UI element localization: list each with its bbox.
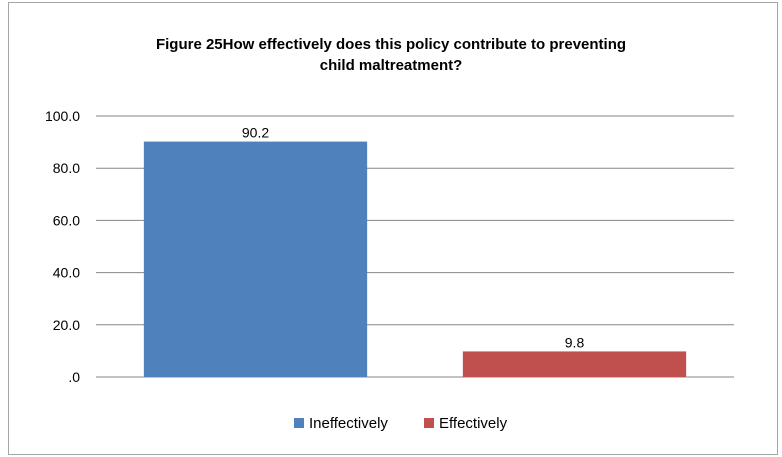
- chart-frame: [8, 2, 778, 455]
- bar: [462, 351, 687, 377]
- legend-swatch: [424, 418, 434, 428]
- legend-entry: Effectively: [439, 415, 508, 432]
- legend-entry: Ineffectively: [309, 415, 388, 432]
- y-tick-label: 40.0: [53, 265, 80, 281]
- y-tick-label: .0: [68, 369, 80, 385]
- legend-swatch: [294, 418, 304, 428]
- chart-title-line-2: child maltreatment?: [319, 57, 463, 74]
- data-label: 90.2: [242, 125, 269, 141]
- y-tick-label: 80.0: [53, 160, 80, 176]
- y-tick-label: 60.0: [53, 212, 80, 228]
- chart-title: Figure 25How effectively does this polic…: [0, 34, 782, 76]
- y-tick-label: 100.0: [45, 108, 80, 124]
- y-tick-label: 20.0: [53, 317, 80, 333]
- chart-title-line-1: Figure 25How effectively does this polic…: [155, 36, 627, 53]
- bar: [143, 141, 368, 377]
- data-label: 9.8: [565, 334, 585, 350]
